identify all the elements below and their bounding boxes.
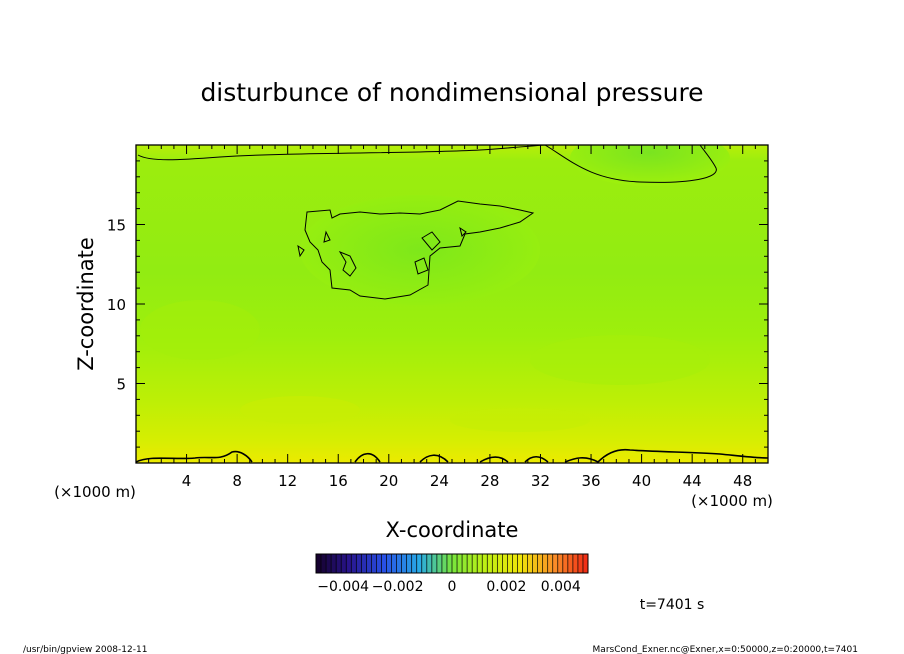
colorbar-swatch xyxy=(547,554,553,573)
x-tick-label: 44 xyxy=(683,472,702,490)
x-tick-label: 12 xyxy=(278,472,297,490)
x-tick-label: 40 xyxy=(632,472,651,490)
colorbar-swatch xyxy=(336,554,342,573)
colorbar-tick-labels: −0.004 −0.002 0 0.002 0.004 xyxy=(317,579,581,595)
x-tick-label: 48 xyxy=(733,472,752,490)
colorbar-swatch xyxy=(492,554,498,573)
time-label: t=7401 s xyxy=(640,597,705,613)
colorbar-swatch xyxy=(472,554,478,573)
x-tick-label: 16 xyxy=(329,472,348,490)
footer-left: /usr/bin/gpview 2008-12-11 xyxy=(23,645,147,654)
heatmap-field xyxy=(136,145,768,463)
colorbar-frame xyxy=(315,553,589,574)
colorbar-swatch xyxy=(462,554,468,573)
colorbar-swatch xyxy=(426,554,432,573)
chart-title: disturbunce of nondimensional pressure xyxy=(200,78,703,107)
y-tick-label: 10 xyxy=(107,296,126,314)
colorbar-swatch xyxy=(582,554,588,573)
colorbar-swatch xyxy=(532,554,538,573)
colorbar-tick-label: 0.002 xyxy=(486,579,526,595)
colorbar-swatch xyxy=(361,554,367,573)
colorbar-swatch xyxy=(316,554,322,573)
y-axis-ticks xyxy=(136,144,768,464)
colorbar-swatch xyxy=(386,554,392,573)
colorbar-swatch xyxy=(416,554,422,573)
colorbar-swatch xyxy=(577,554,583,573)
colorbar-swatch xyxy=(487,554,493,573)
colorbar-swatch xyxy=(371,554,377,573)
y-tick-labels: 5 10 15 xyxy=(107,217,126,394)
colorbar-swatch xyxy=(381,554,387,573)
colorbar-tick-label: −0.004 xyxy=(317,579,369,595)
colorbar-swatch xyxy=(391,554,397,573)
colorbar-tick-label: −0.002 xyxy=(372,579,424,595)
x-tick-label: 28 xyxy=(480,472,499,490)
y-tick-label: 15 xyxy=(107,217,126,235)
colorbar-swatch xyxy=(331,554,337,573)
colorbar-swatch xyxy=(467,554,473,573)
colorbar-swatch xyxy=(557,554,563,573)
colorbar-swatch xyxy=(477,554,483,573)
x-tick-label: 36 xyxy=(581,472,600,490)
colorbar-swatch xyxy=(482,554,488,573)
colorbar-swatch xyxy=(446,554,452,573)
colorbar-swatch xyxy=(497,554,503,573)
x-axis-ticks xyxy=(135,145,769,463)
colorbar-swatch xyxy=(326,554,332,573)
x-unit-label-left: (×1000 m) xyxy=(54,483,136,501)
colorbar-swatch xyxy=(552,554,558,573)
contour-line xyxy=(136,448,768,463)
x-tick-label: 4 xyxy=(182,472,192,490)
colorbar-swatch xyxy=(517,554,523,573)
x-tick-label: 32 xyxy=(531,472,550,490)
colorbar-tick-label: 0.004 xyxy=(541,579,581,595)
colorbar-swatch xyxy=(431,554,437,573)
colorbar-swatch xyxy=(457,554,463,573)
colorbar-swatch xyxy=(572,554,578,573)
contour-line xyxy=(304,200,535,300)
y-axis-label: Z-coordinate xyxy=(74,237,98,371)
colorbar-swatch xyxy=(512,554,518,573)
colorbar-swatch xyxy=(452,554,458,573)
x-tick-label: 24 xyxy=(430,472,449,490)
colorbar-swatch xyxy=(341,554,347,573)
colorbar-swatch xyxy=(527,554,533,573)
colorbar-swatch xyxy=(376,554,382,573)
contour-line xyxy=(137,145,717,183)
colorbar-swatch xyxy=(411,554,417,573)
x-axis-label: X-coordinate xyxy=(386,518,519,542)
footer-right: MarsCond_Exner.nc@Exner,x=0:50000,z=0:20… xyxy=(593,645,858,654)
colorbar xyxy=(315,554,588,573)
colorbar-swatch xyxy=(502,554,508,573)
x-tick-label: 8 xyxy=(232,472,242,490)
colorbar-swatch xyxy=(356,554,362,573)
colorbar-swatch xyxy=(562,554,568,573)
colorbar-swatch xyxy=(567,554,573,573)
colorbar-swatch xyxy=(366,554,372,573)
x-tick-label: 20 xyxy=(379,472,398,490)
colorbar-swatch xyxy=(321,554,327,573)
colorbar-swatch xyxy=(542,554,548,573)
y-tick-label: 5 xyxy=(116,376,126,394)
colorbar-swatch xyxy=(507,554,513,573)
colorbar-swatch xyxy=(537,554,543,573)
colorbar-swatch xyxy=(396,554,402,573)
colorbar-swatch xyxy=(346,554,352,573)
contour-line xyxy=(297,226,467,277)
colorbar-swatch xyxy=(421,554,427,573)
colorbar-swatch xyxy=(406,554,412,573)
colorbar-swatch xyxy=(401,554,407,573)
x-tick-labels: 4 8 12 16 20 24 28 32 36 40 44 48 xyxy=(182,472,752,490)
x-unit-label-right: (×1000 m) xyxy=(691,492,773,510)
colorbar-swatch xyxy=(351,554,357,573)
colorbar-swatch xyxy=(436,554,442,573)
colorbar-swatch xyxy=(522,554,528,573)
colorbar-swatch xyxy=(441,554,447,573)
colorbar-tick-label: 0 xyxy=(448,579,457,595)
